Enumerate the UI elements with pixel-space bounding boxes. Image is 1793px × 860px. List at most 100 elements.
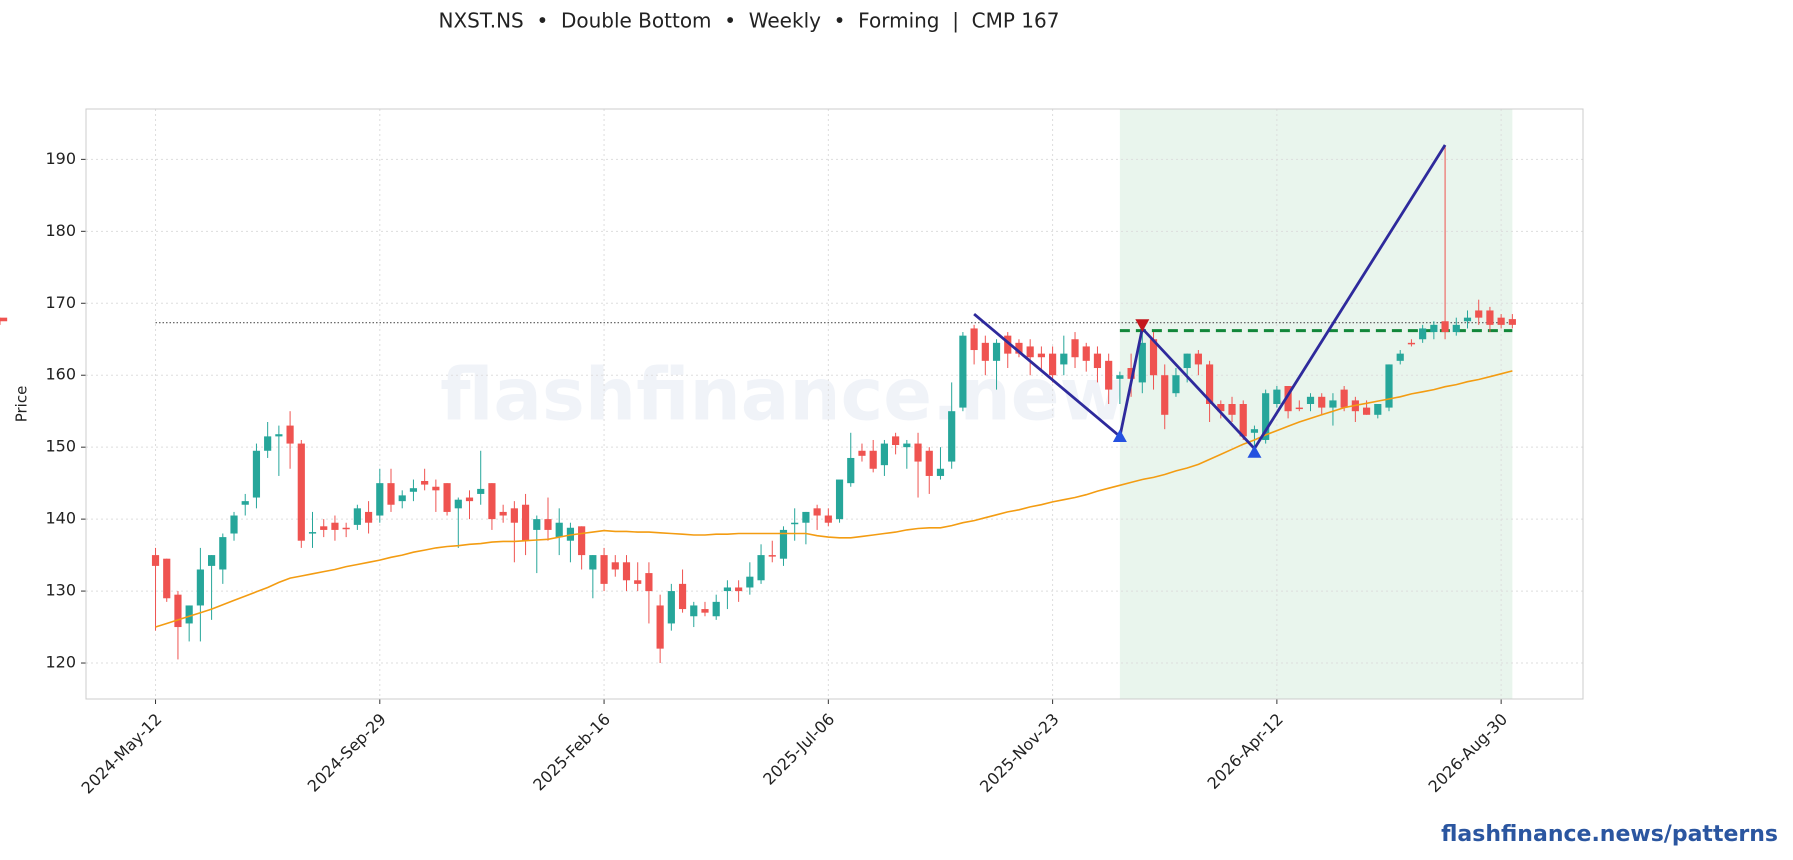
candle-body — [1172, 375, 1180, 394]
candle-body — [1318, 396, 1326, 408]
candle-body — [1362, 407, 1371, 415]
candle-body — [331, 522, 339, 530]
candle-body — [1082, 346, 1090, 361]
plot-frame — [85, 108, 1584, 700]
candle-body — [1340, 389, 1348, 408]
candle-body — [690, 605, 698, 617]
candle-body — [196, 569, 204, 606]
candle-body — [959, 335, 967, 408]
candle-body — [1026, 346, 1034, 358]
candle-body — [1374, 404, 1382, 415]
candle-body — [208, 555, 216, 566]
y-tick-label: 130 — [45, 581, 76, 600]
candle-body — [1475, 310, 1483, 318]
candle-body — [1250, 429, 1259, 433]
candle-body — [589, 555, 597, 570]
candle-body — [286, 425, 294, 444]
watermark: flashfinance.news — [440, 353, 1169, 437]
candle-body — [611, 562, 619, 570]
candle-body — [1419, 328, 1427, 340]
candle-body — [1217, 404, 1225, 412]
candle-body — [746, 576, 754, 588]
candle-body — [1486, 310, 1494, 325]
candle-body — [824, 515, 832, 523]
candle-body — [813, 508, 821, 516]
candle-body — [387, 483, 395, 505]
candle-body — [835, 479, 844, 520]
candle-body — [1161, 375, 1169, 415]
candle-body — [981, 342, 989, 361]
candle-body — [578, 526, 586, 556]
candle-body — [1441, 321, 1449, 333]
x-tick-label: 2025-Jul-06 — [759, 710, 838, 789]
sma-line — [155, 370, 1513, 628]
candle-body — [241, 501, 249, 505]
candle-body — [477, 488, 485, 494]
pattern-zone — [1119, 109, 1513, 699]
candle-body — [892, 436, 900, 446]
candle-body — [264, 436, 272, 451]
candle-body — [1239, 404, 1247, 437]
candle-body — [1497, 317, 1505, 325]
candle-body — [1295, 407, 1303, 410]
candle-body — [510, 508, 518, 523]
candle-body — [869, 450, 877, 469]
x-tick-label: 2024-Sep-29 — [304, 710, 390, 796]
candle-body — [409, 488, 418, 492]
candle-body — [1037, 353, 1045, 358]
candle-body — [488, 483, 496, 520]
candle-body — [903, 443, 911, 448]
candle-body — [443, 483, 451, 512]
x-tick-label: 2025-Feb-16 — [529, 710, 614, 795]
candle-body — [320, 526, 328, 530]
footer-link: flashfinance.news/patterns — [1441, 822, 1778, 847]
candle-body — [667, 591, 675, 624]
candle-body — [1105, 360, 1113, 390]
candle-body — [656, 605, 664, 649]
candle-body — [421, 480, 429, 485]
candle-body — [1262, 393, 1270, 440]
candle-body — [1149, 339, 1158, 376]
x-tick-label: 2024-May-12 — [78, 710, 166, 798]
candle-body — [936, 468, 945, 476]
candle-body — [1396, 353, 1404, 361]
candle-body — [1015, 342, 1023, 354]
candle-body — [1452, 324, 1460, 333]
candle-body — [1407, 342, 1416, 345]
candle-body — [779, 529, 788, 559]
candle-body — [757, 555, 765, 581]
candle-body — [735, 587, 743, 592]
y-tick-label: 150 — [45, 437, 76, 456]
candle-body — [252, 450, 261, 498]
x-tick-label: 2026-Aug-30 — [1425, 710, 1512, 797]
candle-body — [600, 555, 608, 584]
y-tick-label: 170 — [45, 293, 76, 312]
candle-body — [230, 515, 238, 534]
candle-body — [1004, 335, 1012, 354]
candle-body — [1194, 353, 1202, 365]
candle-body — [847, 457, 855, 484]
candle-body — [1284, 386, 1292, 412]
candle-body — [174, 594, 182, 628]
y-tick-label: 190 — [45, 149, 76, 168]
candle-body — [499, 511, 507, 516]
candle-body — [1138, 342, 1146, 383]
candle-body — [992, 342, 1001, 361]
candle-body — [555, 522, 563, 538]
chart-title: NXST.NS • Double Bottom • Weekly • Formi… — [439, 9, 1060, 33]
candle-body — [723, 587, 731, 592]
candle-body — [1060, 353, 1068, 365]
candle-body — [880, 443, 888, 466]
candle-body — [701, 609, 709, 613]
candle-body — [1116, 375, 1124, 379]
candle-body — [544, 519, 552, 530]
candle-body — [1385, 364, 1393, 408]
candle-body — [151, 555, 160, 566]
candle-body — [1508, 319, 1516, 325]
y-tick-label: 160 — [45, 365, 76, 384]
candle-body — [858, 450, 866, 456]
x-tick-label: 2026-Apr-12 — [1203, 710, 1286, 793]
candle-body — [465, 497, 474, 502]
candle-body — [1228, 404, 1236, 415]
candle-body — [297, 443, 305, 541]
